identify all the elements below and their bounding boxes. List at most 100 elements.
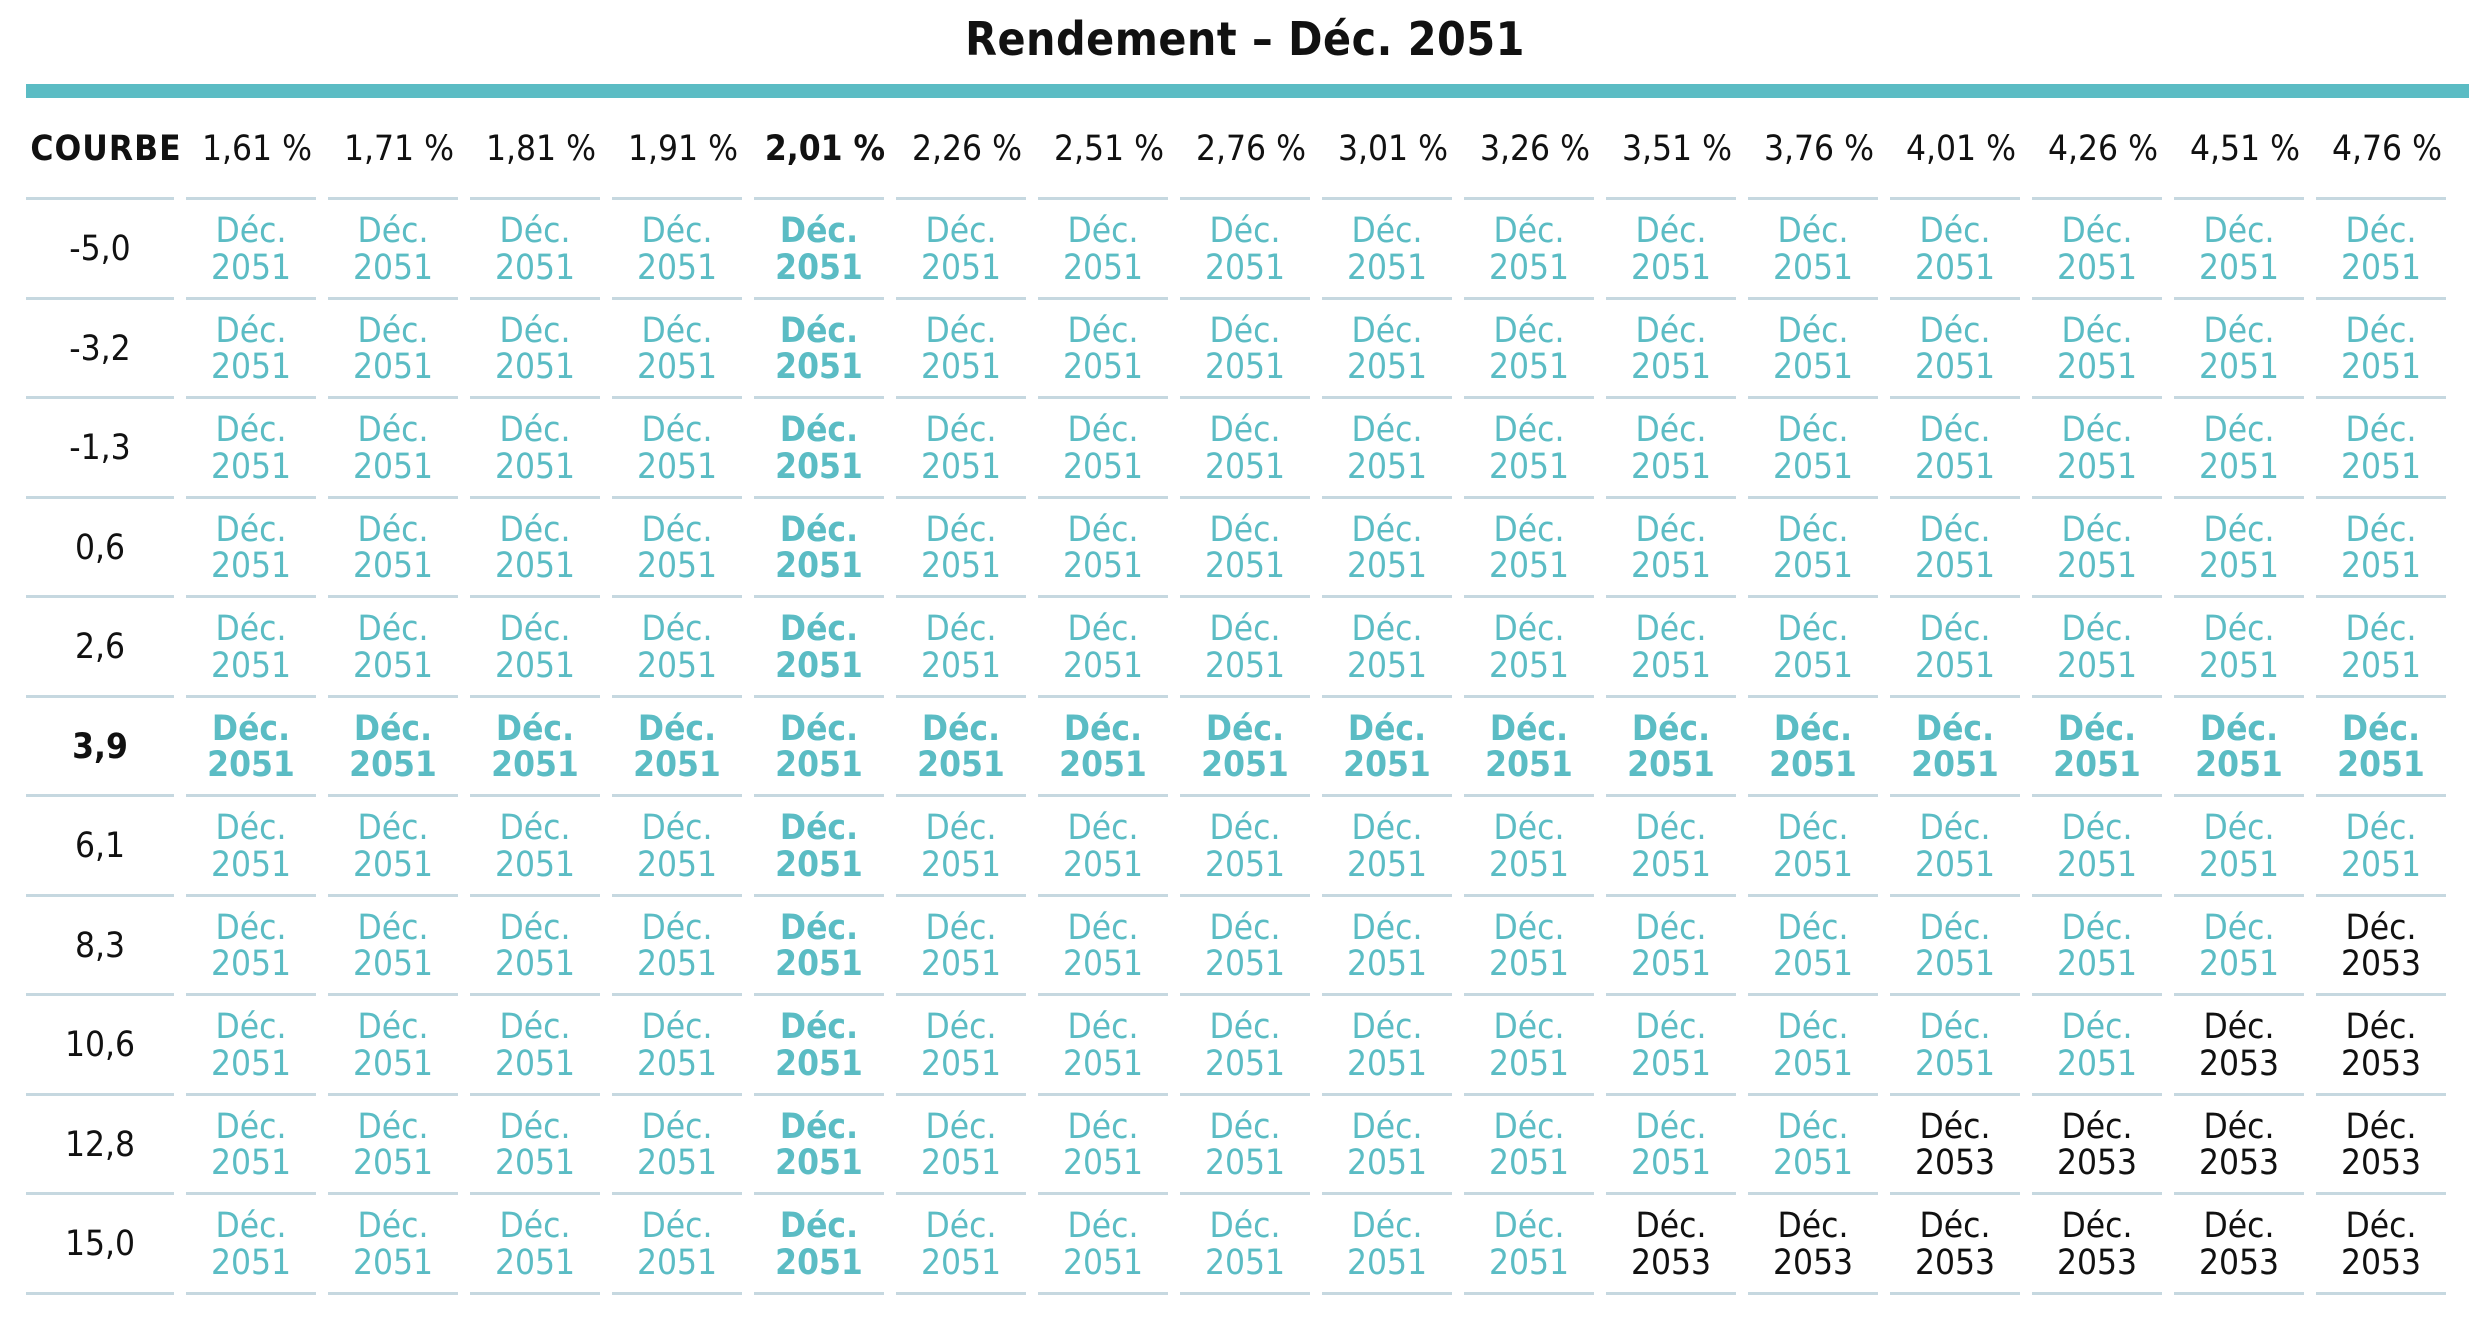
row-separator [896,1291,1026,1295]
row-separator [1322,1291,1452,1295]
table-cell: Déc. 2051 [1062,509,1144,587]
row-separator [1038,794,1168,797]
row-separator [328,396,458,399]
table-cell: Déc. 2051 [2056,609,2138,686]
table-cell: Déc. 2051 [352,907,434,985]
row-separator [1180,1291,1310,1295]
table-cell: Déc. 2051 [1062,609,1144,686]
column-header: 4,01 % [1905,128,2016,169]
row-separator [1180,197,1310,200]
row-separator [896,993,1026,996]
row-separator [470,595,600,598]
row-separator [186,1291,316,1295]
row-separator [2316,396,2446,399]
row-separator [2032,794,2162,797]
table-cell: Déc. 2051 [349,708,437,786]
row-separator [2032,893,2162,897]
table-cell: Déc. 2051 [2198,211,2280,288]
table-cell: Déc. 2051 [1914,907,1996,985]
row-separator [186,296,316,300]
row-separator [754,396,884,399]
table-cell: Déc. 2051 [1488,310,1570,388]
row-separator [2174,1092,2304,1096]
table-cell: Déc. 2051 [352,310,434,388]
row-separator [26,396,174,399]
table-cell: Déc. 2051 [1204,1206,1286,1283]
row-separator [2032,495,2162,499]
table-cell: Déc. 2051 [2056,410,2138,487]
table-cell: Déc. 2051 [352,1206,434,1283]
row-separator [2316,1291,2446,1295]
table-cell: Déc. 2051 [920,1206,1002,1283]
row-separator [1890,794,2020,797]
row-separator [1322,197,1452,200]
table-cell: Déc. 2051 [775,509,863,587]
table-cell: Déc. 2051 [2340,211,2422,288]
table-cell: Déc. 2051 [2056,907,2138,985]
table-cell: Déc. 2051 [2198,410,2280,487]
table-cell: Déc. 2051 [920,808,1002,885]
row-separator [186,197,316,200]
table-cell: Déc. 2051 [1627,708,1715,786]
row-separator [612,993,742,996]
table-cell: Déc. 2051 [1346,808,1428,885]
row-separator [1322,495,1452,499]
table-cell: Déc. 2051 [1346,211,1428,288]
row-separator [612,1092,742,1096]
row-separator [1748,296,1878,300]
row-separator [26,1291,174,1295]
row-separator [470,694,600,698]
table-cell: Déc. 2051 [775,609,863,686]
table-cell: Déc. 2051 [2198,808,2280,885]
table-cell: Déc. 2051 [494,410,576,487]
table-cell: Déc. 2051 [1914,310,1996,388]
row-separator [1180,893,1310,897]
row-separator [2316,1092,2446,1096]
table-cell: Déc. 2051 [2198,310,2280,388]
table-cell: Déc. 2051 [491,708,579,786]
table-cell: Déc. 2051 [2056,211,2138,288]
row-label: 12,8 [64,1124,136,1165]
column-header: 3,51 % [1621,128,1732,169]
row-separator [754,993,884,996]
row-separator [1606,794,1736,797]
table-cell: Déc. 2051 [1062,1007,1144,1084]
row-separator [1322,1092,1452,1096]
table-cell: Déc. 2051 [1062,211,1144,288]
row-separator [186,794,316,797]
row-separator [1464,993,1594,996]
table-cell: Déc. 2051 [2195,708,2283,786]
table-cell: Déc. 2051 [775,907,863,985]
table-cell: Déc. 2051 [352,609,434,686]
row-separator [1038,1192,1168,1195]
row-separator [1890,197,2020,200]
table-cell: Déc. 2051 [1914,609,1996,686]
row-separator [1180,1092,1310,1096]
row-separator [1606,495,1736,499]
row-separator [470,197,600,200]
table-cell: Déc. 2051 [210,509,292,587]
row-separator [2174,396,2304,399]
table-cell: Déc. 2053 [2198,1007,2280,1084]
row-separator [1890,495,2020,499]
table-cell: Déc. 2051 [1488,1007,1570,1084]
row-separator [1748,794,1878,797]
table-cell: Déc. 2051 [494,509,576,587]
table-cell: Déc. 2051 [1488,410,1570,487]
row-separator [186,495,316,499]
table-cell: Déc. 2051 [1488,509,1570,587]
row-separator [1180,993,1310,996]
row-separator [328,595,458,598]
table-cell: Déc. 2051 [2337,708,2425,786]
table-cell: Déc. 2051 [1772,1106,1854,1184]
row-separator [186,595,316,598]
table-cell: Déc. 2051 [1485,708,1573,786]
row-separator [612,595,742,598]
row-separator [1464,1092,1594,1096]
row-separator [1890,1192,2020,1195]
row-label: 3,9 [72,726,128,767]
row-separator [754,495,884,499]
column-header: 3,01 % [1337,128,1448,169]
row-separator [1038,595,1168,598]
row-separator [1606,197,1736,200]
